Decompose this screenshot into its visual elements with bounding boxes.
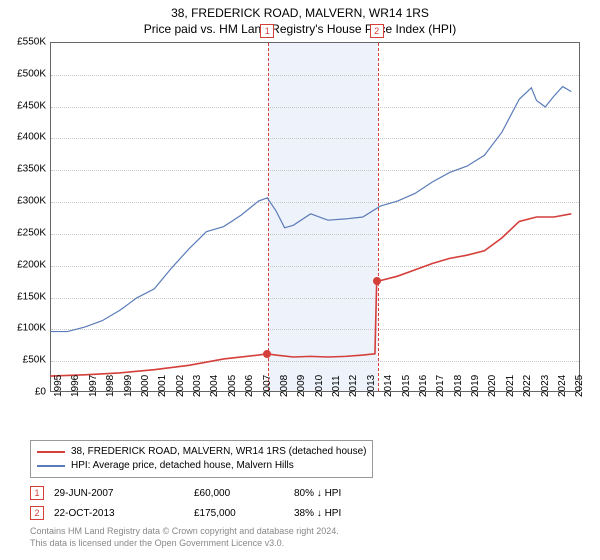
y-tick-label: £150K xyxy=(17,291,46,302)
sale-price-1: £60,000 xyxy=(194,488,294,499)
y-tick-label: £100K xyxy=(17,323,46,334)
title-line2: Price paid vs. HM Land Registry's House … xyxy=(0,22,600,38)
x-tick-label: 2004 xyxy=(209,375,220,397)
legend-label-price: 38, FREDERICK ROAD, MALVERN, WR14 1RS (d… xyxy=(71,445,366,459)
x-tick-label: 2023 xyxy=(540,375,551,397)
legend-line-price xyxy=(37,451,65,453)
sale-delta-1: 80% ↓ HPI xyxy=(294,488,444,499)
event-marker-box: 2 xyxy=(370,24,384,38)
x-tick-label: 1997 xyxy=(88,375,99,397)
x-tick-label: 2009 xyxy=(296,375,307,397)
sales-table: 1 29-JUN-2007 £60,000 80% ↓ HPI 2 22-OCT… xyxy=(30,486,580,520)
x-tick-label: 2021 xyxy=(505,375,516,397)
attribution-line2: This data is licensed under the Open Gov… xyxy=(30,538,580,550)
x-tick-label: 1999 xyxy=(123,375,134,397)
x-tick-label: 1998 xyxy=(105,375,116,397)
x-tick-label: 1995 xyxy=(53,375,64,397)
legend-label-hpi: HPI: Average price, detached house, Malv… xyxy=(71,459,294,473)
chart-area: £0£50K£100K£150K£200K£250K£300K£350K£400… xyxy=(50,42,580,392)
y-tick-label: £50K xyxy=(23,355,46,366)
x-tick-label: 2003 xyxy=(192,375,203,397)
x-tick-label: 2013 xyxy=(366,375,377,397)
x-tick-label: 2020 xyxy=(487,375,498,397)
y-tick-label: £200K xyxy=(17,259,46,270)
y-tick-label: £450K xyxy=(17,100,46,111)
sale-marker-2: 2 xyxy=(30,506,44,520)
x-tick-label: 2002 xyxy=(175,375,186,397)
x-tick-label: 2010 xyxy=(314,375,325,397)
chart-footer-block: 38, FREDERICK ROAD, MALVERN, WR14 1RS (d… xyxy=(30,440,580,549)
x-tick-label: 2016 xyxy=(418,375,429,397)
sale-date-1: 29-JUN-2007 xyxy=(54,488,194,499)
event-marker-box: 1 xyxy=(260,24,274,38)
x-tick-label: 2000 xyxy=(140,375,151,397)
sale-delta-2: 38% ↓ HPI xyxy=(294,508,444,519)
series-line-hpi xyxy=(50,87,571,332)
y-tick-label: £350K xyxy=(17,164,46,175)
attribution-line1: Contains HM Land Registry data © Crown c… xyxy=(30,526,580,538)
x-tick-label: 2019 xyxy=(470,375,481,397)
x-tick-label: 2005 xyxy=(227,375,238,397)
series-line-price_paid xyxy=(50,214,571,376)
x-tick-label: 2014 xyxy=(383,375,394,397)
legend-row-price: 38, FREDERICK ROAD, MALVERN, WR14 1RS (d… xyxy=(37,445,366,459)
x-tick-label: 2017 xyxy=(435,375,446,397)
x-tick-label: 2022 xyxy=(522,375,533,397)
sale-dot xyxy=(373,277,381,285)
chart-title: 38, FREDERICK ROAD, MALVERN, WR14 1RS Pr… xyxy=(0,0,600,37)
attribution: Contains HM Land Registry data © Crown c… xyxy=(30,526,580,549)
sale-dot xyxy=(263,350,271,358)
x-tick-label: 2007 xyxy=(262,375,273,397)
legend-row-hpi: HPI: Average price, detached house, Malv… xyxy=(37,459,366,473)
sale-date-2: 22-OCT-2013 xyxy=(54,508,194,519)
y-tick-label: £0 xyxy=(35,387,46,398)
y-tick-label: £300K xyxy=(17,196,46,207)
sale-marker-1: 1 xyxy=(30,486,44,500)
x-tick-label: 2008 xyxy=(279,375,290,397)
title-line1: 38, FREDERICK ROAD, MALVERN, WR14 1RS xyxy=(0,6,600,22)
legend-line-hpi xyxy=(37,465,65,467)
x-tick-label: 2024 xyxy=(557,375,568,397)
x-tick-label: 2006 xyxy=(244,375,255,397)
x-tick-label: 2001 xyxy=(157,375,168,397)
x-tick-label: 2018 xyxy=(453,375,464,397)
y-tick-label: £400K xyxy=(17,132,46,143)
y-tick-label: £500K xyxy=(17,68,46,79)
x-tick-label: 2025 xyxy=(574,375,585,397)
y-tick-label: £250K xyxy=(17,227,46,238)
x-tick-label: 2011 xyxy=(331,375,342,397)
x-tick-label: 2012 xyxy=(348,375,359,397)
legend: 38, FREDERICK ROAD, MALVERN, WR14 1RS (d… xyxy=(30,440,373,478)
x-tick-label: 2015 xyxy=(401,375,412,397)
sale-price-2: £175,000 xyxy=(194,508,294,519)
x-tick-label: 1996 xyxy=(70,375,81,397)
y-tick-label: £550K xyxy=(17,37,46,48)
chart-svg xyxy=(50,42,580,392)
